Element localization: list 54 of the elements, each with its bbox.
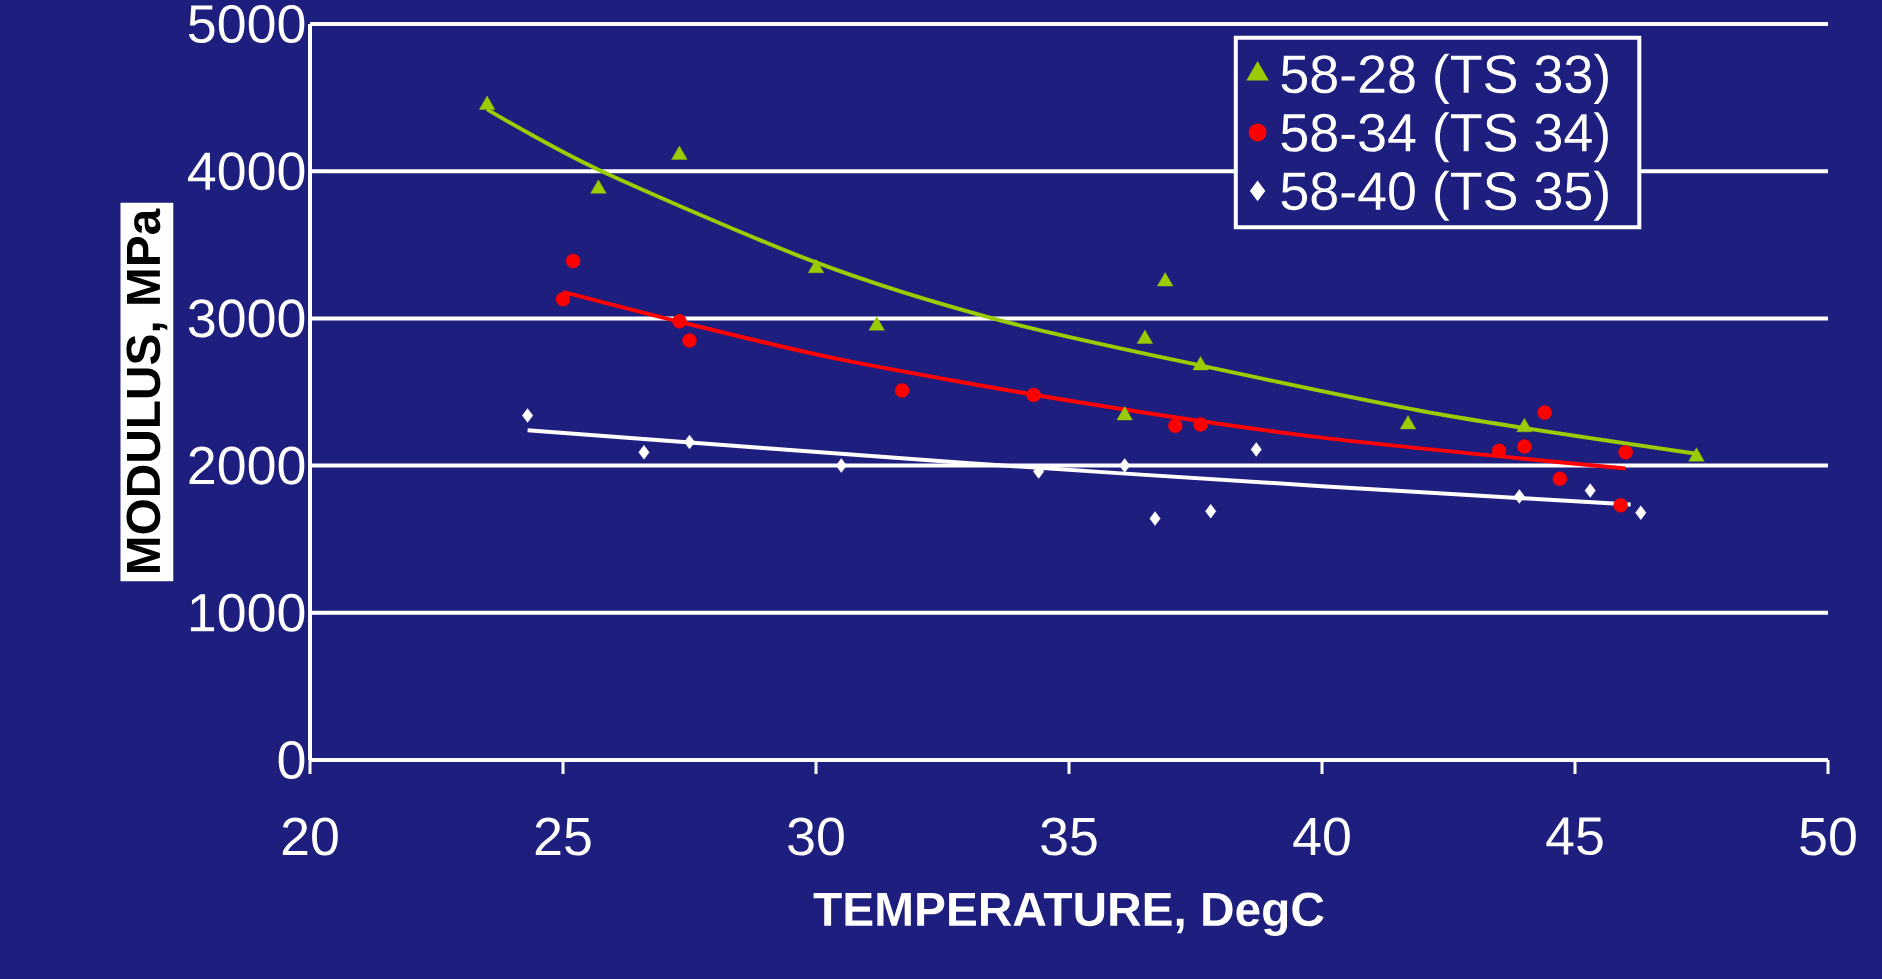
point [894, 383, 910, 398]
legend-label: 58-28 (TS 33) [1281, 53, 1608, 104]
point [1584, 483, 1596, 498]
point [1026, 387, 1041, 403]
point [1250, 442, 1262, 457]
point [1491, 443, 1507, 459]
point [1537, 405, 1552, 420]
x-tick-label: 20 [282, 817, 338, 856]
point [671, 145, 688, 160]
y-tick-label: 4000 [188, 152, 305, 191]
point [555, 292, 571, 307]
point [1157, 272, 1174, 287]
point [590, 179, 607, 194]
legend-label: 58-40 (TS 35) [1281, 170, 1608, 221]
y-tick-label: 0 [278, 740, 305, 780]
x-tick-label: 50 [1800, 817, 1856, 856]
point [682, 333, 697, 348]
point [1116, 406, 1133, 421]
point [835, 458, 847, 473]
point [1517, 439, 1532, 454]
point [1400, 415, 1417, 430]
point [1136, 329, 1153, 344]
x-tick-label: 45 [1546, 817, 1603, 856]
x-axis-title: TEMPERATURE, DegC [813, 892, 1324, 936]
point [1516, 418, 1533, 433]
point [1552, 471, 1568, 487]
legend-label: 58-34 (TS 34) [1281, 112, 1608, 163]
point [808, 259, 824, 274]
point [522, 408, 534, 423]
point [1193, 417, 1208, 432]
y-tick-label: 3000 [188, 299, 305, 338]
point [1168, 418, 1183, 434]
point [1119, 458, 1131, 473]
point [1513, 489, 1525, 504]
point [672, 314, 687, 329]
point [1149, 511, 1161, 526]
line-series [525, 428, 1633, 507]
y-tick-label: 2000 [189, 446, 305, 485]
y-tick-label: 5000 [188, 4, 305, 44]
point [1635, 505, 1647, 520]
x-tick-label: 30 [788, 817, 844, 856]
point [479, 95, 496, 110]
y-axis-title: MODULUS, MPa [126, 208, 168, 573]
point [1205, 504, 1217, 519]
point [1192, 356, 1209, 371]
point [638, 445, 650, 460]
point [565, 253, 581, 269]
point [1618, 445, 1633, 460]
x-tick-label: 35 [1041, 817, 1097, 856]
point [868, 316, 885, 331]
point [1613, 498, 1628, 513]
x-tick-label: 40 [1293, 817, 1350, 856]
y-tick-label: 1000 [190, 593, 305, 632]
x-tick-label: 25 [535, 817, 591, 856]
